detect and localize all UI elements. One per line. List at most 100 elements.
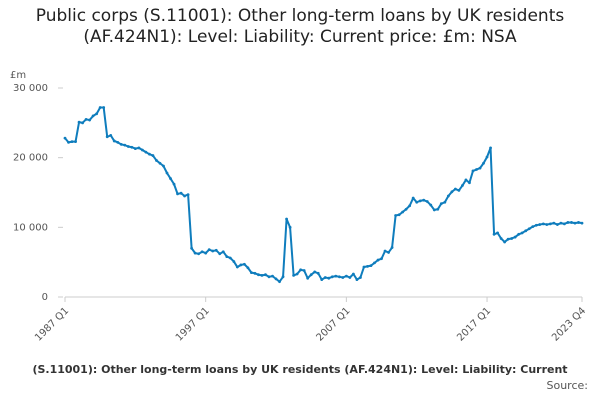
data-point xyxy=(77,120,81,124)
data-point xyxy=(373,261,376,265)
data-point xyxy=(102,106,106,109)
data-point xyxy=(228,256,232,260)
data-point xyxy=(221,250,225,254)
data-point xyxy=(274,277,278,281)
y-tick-label: 10 000 xyxy=(13,222,48,233)
data-point xyxy=(429,203,433,207)
data-point xyxy=(211,249,215,253)
data-point xyxy=(344,274,348,278)
data-point xyxy=(165,171,169,175)
data-point xyxy=(214,248,218,252)
data-point xyxy=(239,263,243,267)
x-axis-label: (S.11001): Other long-term loans by UK r… xyxy=(32,363,567,376)
data-point xyxy=(432,208,436,212)
data-point xyxy=(566,221,570,224)
data-point xyxy=(137,146,141,150)
data-point xyxy=(411,196,415,200)
x-tick-label: 2023 Q4 xyxy=(550,305,588,343)
data-point xyxy=(390,246,394,249)
data-point xyxy=(534,223,538,227)
x-tick-label: 1997 Q1 xyxy=(174,305,212,343)
data-point xyxy=(443,200,447,204)
chart-title: Public corps (S.11001): Other long-term … xyxy=(35,6,565,47)
data-point xyxy=(323,276,327,279)
data-point xyxy=(496,231,499,235)
data-point xyxy=(313,270,317,274)
data-point xyxy=(489,146,492,150)
data-point xyxy=(299,268,303,272)
y-tick-label: 0 xyxy=(42,292,48,303)
data-point xyxy=(461,184,464,187)
data-point xyxy=(545,223,549,226)
data-point xyxy=(503,240,507,244)
data-point xyxy=(197,252,201,256)
data-point xyxy=(517,232,521,236)
data-point xyxy=(387,251,390,254)
data-point xyxy=(457,189,461,192)
data-point xyxy=(418,199,422,203)
data-point xyxy=(295,272,299,276)
data-point xyxy=(359,276,362,279)
data-point xyxy=(232,260,236,263)
data-point xyxy=(468,181,471,185)
data-point xyxy=(81,121,84,125)
data-point xyxy=(320,278,324,281)
data-point xyxy=(200,250,204,254)
data-point xyxy=(573,221,577,225)
data-point xyxy=(548,222,552,226)
data-point xyxy=(306,276,310,280)
data-point xyxy=(422,198,426,202)
data-point xyxy=(577,221,580,224)
data-point xyxy=(218,252,222,256)
data-point xyxy=(475,168,478,171)
data-point xyxy=(267,275,271,279)
data-point xyxy=(281,275,285,279)
data-point xyxy=(169,177,172,180)
data-point xyxy=(204,251,208,255)
data-point xyxy=(155,159,158,162)
data-point xyxy=(401,210,405,214)
data-point xyxy=(74,140,77,144)
data-point xyxy=(250,271,253,275)
data-point xyxy=(88,118,92,122)
data-point xyxy=(499,237,503,240)
data-point xyxy=(285,217,288,221)
data-point xyxy=(366,264,369,268)
data-point xyxy=(98,106,102,109)
data-point xyxy=(302,269,306,272)
data-point xyxy=(538,223,542,226)
data-point xyxy=(278,280,281,284)
data-point xyxy=(464,178,468,182)
data-point xyxy=(337,275,341,279)
data-point xyxy=(383,249,387,253)
data-point xyxy=(555,223,559,226)
data-point xyxy=(330,275,334,279)
data-point xyxy=(404,207,408,211)
data-point xyxy=(130,145,134,149)
data-point xyxy=(119,143,123,146)
data-point xyxy=(148,152,151,156)
data-point xyxy=(133,147,137,151)
data-point xyxy=(446,194,450,198)
data-point xyxy=(242,262,246,266)
data-point xyxy=(415,200,419,204)
data-point xyxy=(369,264,373,268)
x-tick-label: 1987 Q1 xyxy=(33,305,71,343)
data-point xyxy=(235,265,239,269)
data-point xyxy=(394,214,397,217)
data-point xyxy=(408,204,412,208)
data-point xyxy=(439,202,443,206)
data-point xyxy=(478,166,482,170)
data-point xyxy=(95,112,99,116)
data-point xyxy=(355,278,359,281)
data-point xyxy=(316,271,320,275)
data-point xyxy=(162,164,165,168)
data-point xyxy=(541,222,545,226)
data-point xyxy=(257,273,260,277)
y-tick-label: 20 000 xyxy=(13,153,48,164)
data-point xyxy=(144,150,148,154)
data-point xyxy=(246,266,250,270)
data-point xyxy=(105,135,109,139)
data-point xyxy=(264,273,267,277)
